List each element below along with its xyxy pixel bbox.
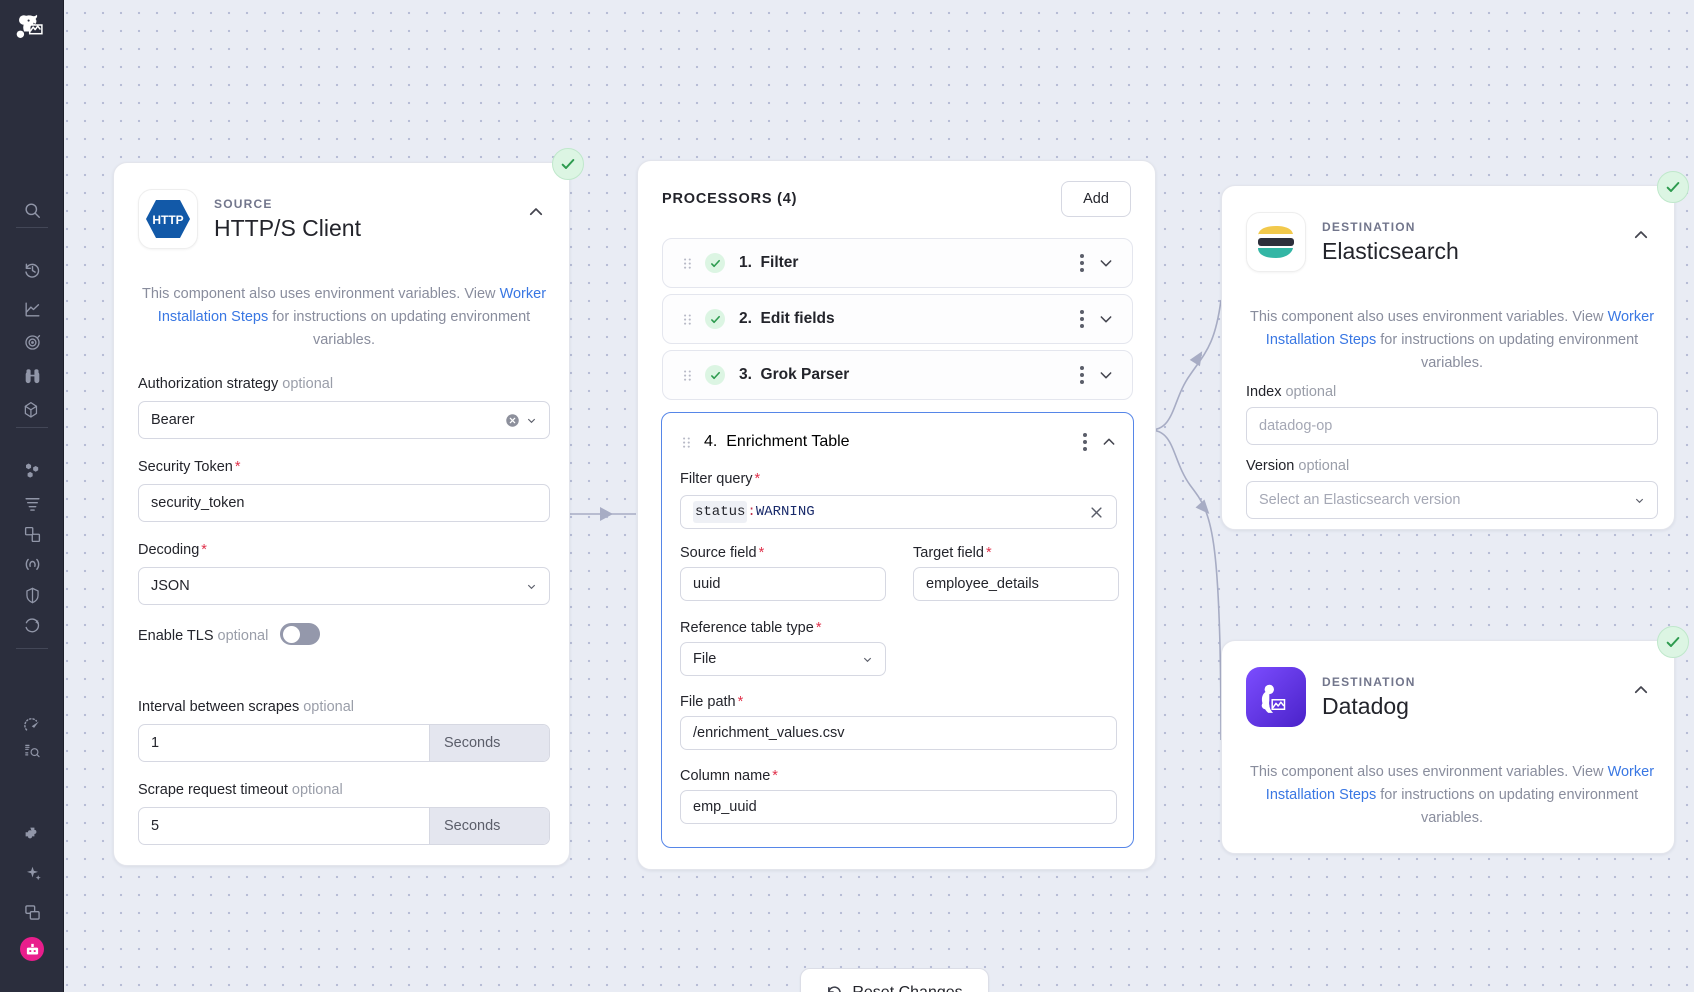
svg-text:HTTP: HTTP: [152, 213, 183, 227]
